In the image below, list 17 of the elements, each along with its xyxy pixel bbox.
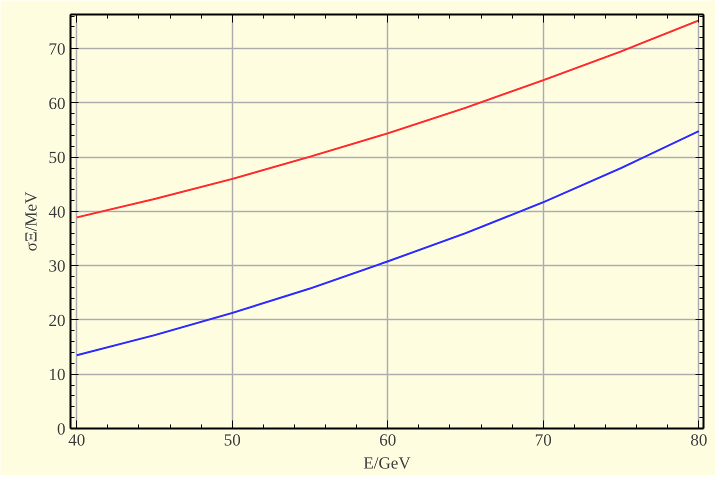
y-tick-label: 20 (48, 310, 66, 330)
y-axis-title: σΞ/MeV (22, 190, 40, 252)
x-tick-label: 70 (534, 430, 552, 450)
y-tick-label: 30 (48, 256, 66, 276)
y-tick-label: 70 (48, 40, 66, 59)
x-tick-label: 40 (68, 430, 86, 450)
x-tick-label: 60 (379, 430, 396, 450)
y-tick-label: 50 (48, 148, 66, 168)
y-tick-label: 10 (48, 365, 66, 384)
x-axis-title: E/GeV (363, 454, 412, 472)
y-tick-label: 0 (57, 420, 66, 438)
x-tick-label: 80 (690, 430, 708, 450)
y-tick-label: 40 (48, 202, 66, 222)
line-series (76, 19, 700, 218)
x-tick-label: 50 (224, 430, 241, 450)
y-tick-label: 60 (48, 94, 66, 113)
line-series (76, 130, 700, 356)
